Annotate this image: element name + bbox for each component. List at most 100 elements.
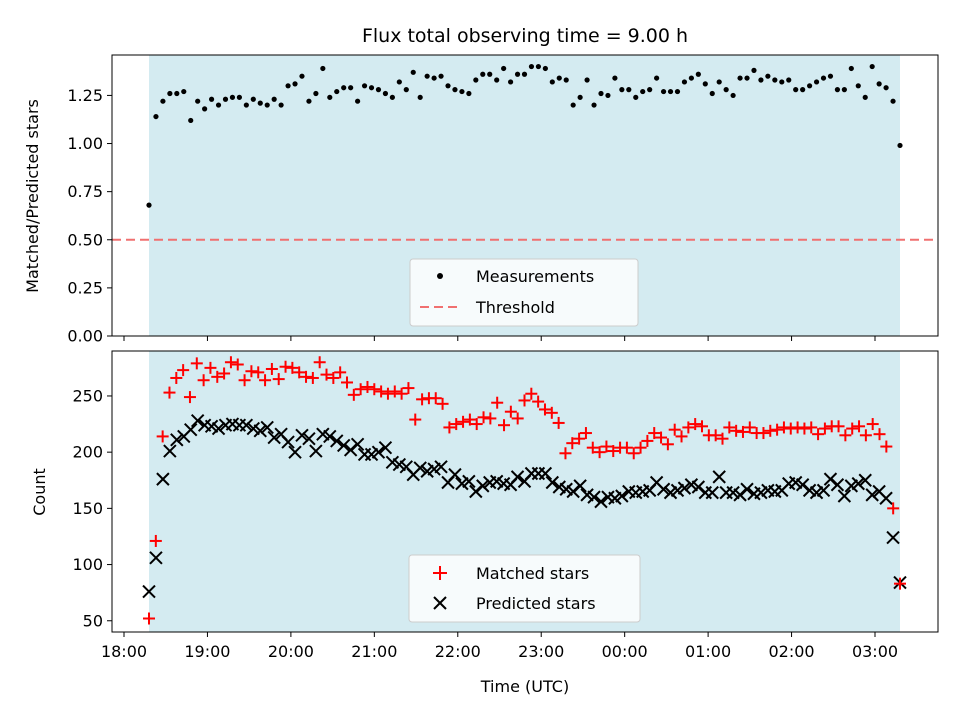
y-tick-label: 1.00 (67, 134, 103, 153)
x-tick-label: 03:00 (852, 642, 898, 661)
measurement-point (674, 88, 681, 95)
measurement-point (313, 90, 319, 97)
x-tick-label: 20:00 (268, 642, 314, 661)
x-tick-label: 18:00 (101, 642, 147, 661)
measurement-point (341, 85, 347, 91)
matched-point (634, 441, 647, 454)
measurement-point (396, 79, 402, 85)
matched-point (402, 382, 415, 395)
measurement-point (348, 85, 354, 91)
matched-point (627, 447, 640, 460)
matched-point (218, 367, 231, 380)
measurement-point (445, 83, 451, 89)
matched-point (498, 419, 511, 432)
measurement-point (494, 77, 500, 83)
x-tick-label: 01:00 (685, 642, 731, 661)
measurement-point (758, 77, 764, 83)
measurement-point (772, 77, 778, 83)
measurement-point (647, 87, 653, 93)
measurement-point (334, 88, 340, 95)
measurement-point (702, 81, 708, 87)
predicted-point (615, 489, 629, 503)
measurement-point (473, 77, 479, 83)
matched-point (231, 358, 244, 371)
matched-point (300, 370, 313, 383)
measurement-point (459, 88, 465, 95)
measurement-point (188, 117, 194, 124)
measurement-point (820, 75, 827, 81)
measurement-point (779, 79, 785, 85)
predicted-point (350, 437, 365, 451)
legend-measurements-label: Measurements (476, 267, 594, 286)
measurement-point (236, 94, 242, 100)
measurement-point (299, 73, 305, 79)
predicted-point (545, 475, 560, 490)
matched-point (805, 421, 818, 434)
matched-point (668, 423, 681, 436)
matched-point (894, 577, 906, 590)
measurement-point (709, 90, 715, 97)
measurement-point (827, 73, 834, 79)
measurement-point (361, 83, 368, 89)
predicted-point (837, 489, 852, 503)
matched-point (224, 356, 237, 369)
matched-point (846, 422, 859, 435)
measurement-point (410, 69, 416, 75)
measurement-point (667, 88, 674, 95)
measurement-point (278, 102, 284, 108)
matched-point (552, 416, 565, 429)
matched-point (593, 446, 606, 459)
measurement-point (855, 83, 861, 89)
predicted-point (865, 488, 879, 502)
matched-point (347, 388, 360, 401)
matched-point (259, 374, 272, 387)
matched-point (306, 371, 319, 384)
predicted-point (371, 445, 386, 459)
bottom-legend-box (408, 554, 641, 623)
measurement-point (786, 77, 792, 83)
y-tick-label: 0.50 (67, 230, 103, 249)
matched-point (579, 427, 592, 440)
measurement-point (876, 81, 882, 87)
predicted-point (677, 481, 692, 495)
matched-point (873, 428, 886, 441)
measurement-point (153, 113, 159, 120)
measurement-point (417, 94, 423, 100)
matched-point (743, 421, 756, 434)
measurement-point (271, 96, 277, 102)
measurement-point (737, 75, 743, 81)
matched-point (381, 387, 394, 400)
matched-point (293, 366, 306, 379)
matched-point (859, 429, 872, 442)
matched-point (532, 395, 545, 408)
predicted-point (462, 474, 476, 489)
predicted-point (830, 478, 845, 492)
matched-point (504, 405, 517, 418)
predicted-point (163, 444, 177, 458)
matched-point (736, 425, 749, 438)
predicted-point (281, 435, 295, 449)
predicted-point (190, 413, 205, 428)
matched-point (279, 360, 292, 373)
legend-predicted-marker (433, 596, 447, 610)
predicted-point (309, 444, 323, 458)
matched-point (607, 445, 620, 458)
measurement-point (730, 92, 736, 99)
matched-point (245, 365, 258, 378)
matched-point (457, 415, 470, 428)
matched-point (538, 403, 551, 416)
bottom-x-ticks: 18:00 19:00 20:00 21:00 22:00 23:00 00:00 01:00… (101, 632, 898, 661)
measurement-point (883, 85, 889, 91)
matched-point (853, 420, 866, 433)
predicted-point (448, 467, 462, 482)
matched-point (286, 361, 299, 374)
predicted-point (594, 494, 608, 509)
legend-threshold-label: Threshold (475, 298, 555, 317)
legend-measurements-marker (437, 273, 443, 279)
matched-point (238, 374, 251, 387)
measurement-point (834, 87, 841, 93)
matched-point (313, 356, 326, 369)
predicted-point (156, 472, 170, 486)
x-tick-label: 21:00 (351, 642, 397, 661)
matched-point (204, 361, 217, 374)
